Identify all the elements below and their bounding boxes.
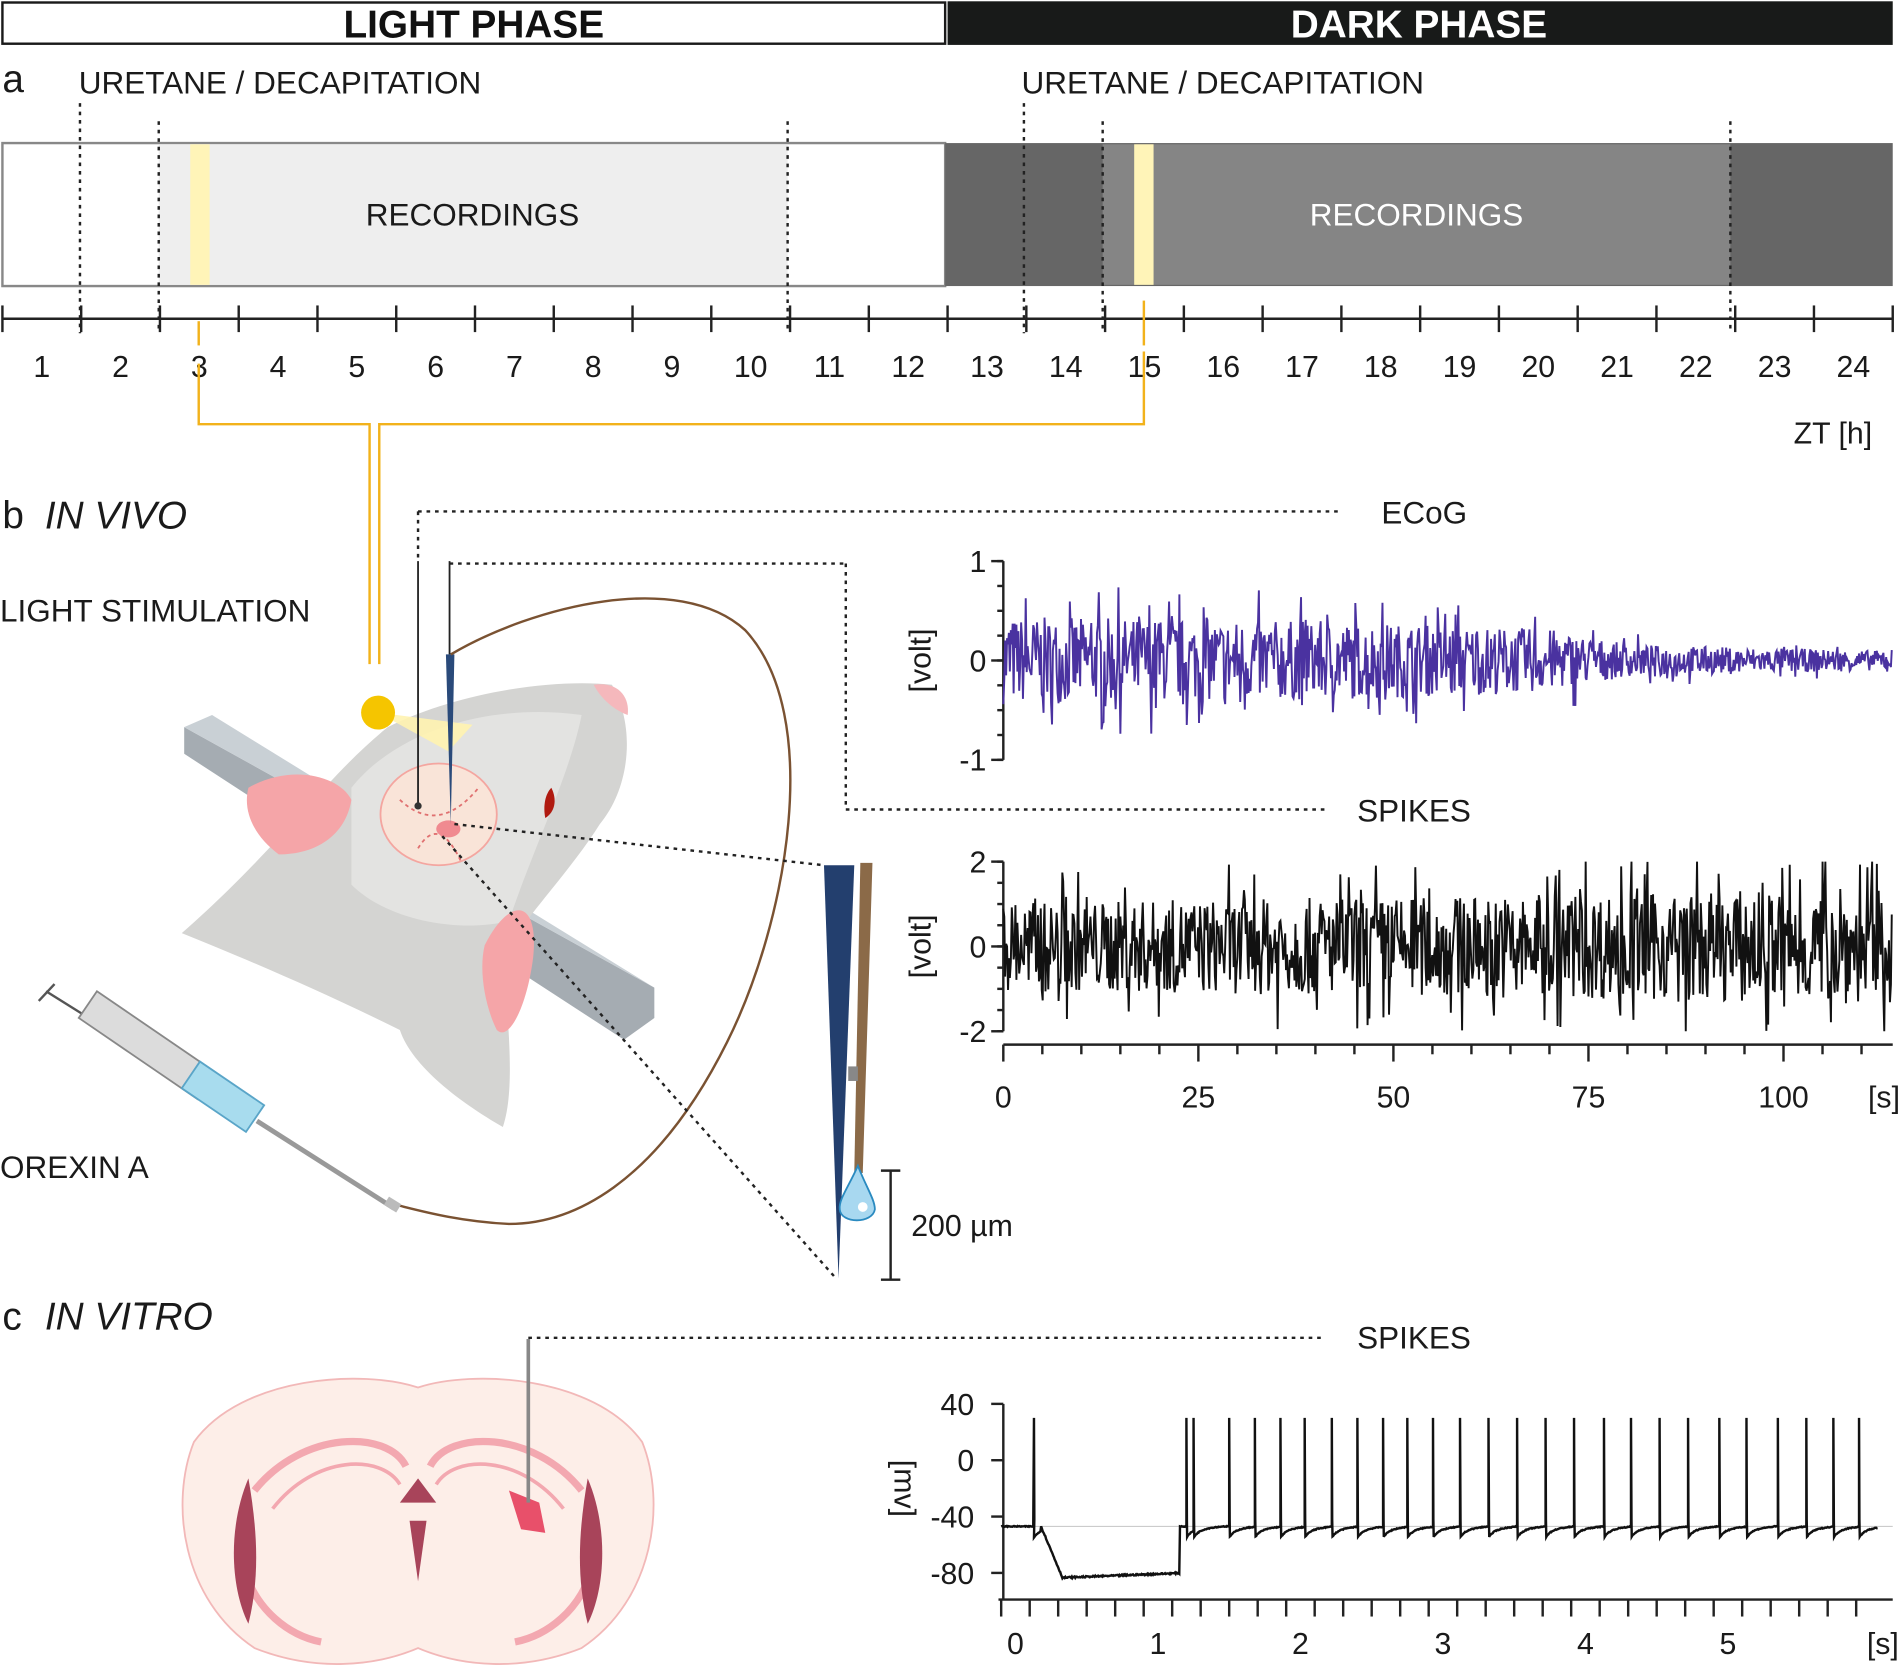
recordings-label-dark: RECORDINGS (1310, 196, 1524, 232)
y-tick-label: -80 (930, 1558, 974, 1591)
zt-tick-label: 17 (1285, 351, 1319, 384)
zt-tick-label: 19 (1443, 351, 1477, 384)
zt-unit: ZT [h] (1794, 418, 1873, 451)
y-tick-label: 2 (970, 847, 987, 880)
electrode-magnified (823, 862, 876, 1279)
panel-c-in-vitro: c IN VITRO SPIKES 40 0 -40 -80 [mv] 0 1 2 3 4 5 [s] (2, 1295, 1899, 1665)
mouse-illustration (181, 561, 792, 1226)
scale-bar: 200 µm (880, 1169, 1013, 1281)
y-tick-label: 0 (970, 931, 987, 964)
y-tick-label: -1 (959, 745, 986, 778)
recording-window-dark (1102, 144, 1731, 285)
uretane-label-dark: URETANE / DECAPITATION (1021, 64, 1424, 100)
panel-a-timeline: a URETANE / DECAPITATION URETANE / DECAP… (1, 58, 1894, 665)
zt-tick-label: 4 (270, 351, 287, 384)
panel-b-title: IN VIVO (45, 494, 187, 537)
x-tick-label: 50 (1377, 1082, 1411, 1115)
recording-electrode (445, 654, 455, 825)
syringe-icon (37, 983, 402, 1213)
phase-header: LIGHT PHASE DARK PHASE (1, 1, 1893, 47)
x-tick-label: 5 (1720, 1628, 1737, 1661)
zt-tick-label: 7 (506, 351, 523, 384)
panel-a-label: a (2, 58, 24, 101)
y-axis-label: [volt] (905, 629, 938, 693)
light-phase-label: LIGHT PHASE (343, 4, 604, 47)
light-stim-marker (1134, 144, 1154, 285)
x-tick-label: 0 (995, 1082, 1012, 1115)
zt-tick-label: 18 (1364, 351, 1398, 384)
panel-c-title: IN VITRO (45, 1295, 213, 1338)
panel-c-label: c (2, 1295, 21, 1338)
zt-tick-label: 1 (33, 351, 50, 384)
x-tick-label: 1 (1150, 1628, 1167, 1661)
cannula-tubing (399, 597, 792, 1226)
uretane-label-light: URETANE / DECAPITATION (79, 64, 482, 100)
y-tick-label: -2 (959, 1016, 986, 1049)
spikes-chart-in-vitro: 40 0 -40 -80 [mv] 0 1 2 3 4 5 [s] (887, 1389, 1899, 1661)
zt-tick-label: 11 (814, 351, 845, 384)
zt-tick-label: 20 (1521, 351, 1555, 384)
zt-tick-label: 21 (1600, 351, 1634, 384)
light-source-icon (361, 695, 396, 730)
x-axis-unit: [s] (1867, 1628, 1899, 1661)
y-tick-label: 1 (970, 546, 987, 579)
zt-tick-label: 12 (891, 351, 925, 384)
orexin-label: OREXIN A (0, 1149, 149, 1185)
y-axis-label: [mv] (887, 1460, 920, 1517)
brain-slice-illustration (181, 1339, 655, 1665)
x-tick-label: 0 (1007, 1628, 1024, 1661)
signal-trace (1002, 587, 1893, 734)
panel-b-in-vivo: b IN VIVO LIGHT STIMULATION OREXIN A (0, 494, 1900, 1281)
x-tick-label: 3 (1435, 1628, 1452, 1661)
zt-tick-label: 9 (663, 351, 680, 384)
light-stimulation-label: LIGHT STIMULATION (0, 593, 310, 629)
zt-tick-label: 23 (1758, 351, 1792, 384)
spikes-title-in-vitro: SPIKES (1357, 1320, 1471, 1356)
y-tick-label: -40 (930, 1501, 974, 1534)
zt-tick-label: 10 (734, 351, 768, 384)
x-tick-label: 25 (1182, 1082, 1216, 1115)
dark-phase-label: DARK PHASE (1291, 4, 1547, 47)
x-tick-label: 2 (1292, 1628, 1309, 1661)
ecog-chart: 1 0 -1 [volt] (905, 546, 1893, 778)
zt-tick-label: 13 (970, 351, 1004, 384)
zt-tick-label: 16 (1206, 351, 1240, 384)
x-tick-label: 100 (1758, 1082, 1809, 1115)
y-tick-label: 0 (957, 1445, 974, 1478)
y-tick-label: 0 (970, 645, 987, 678)
y-tick-label: 40 (941, 1389, 975, 1422)
zt-tick-label: 6 (427, 351, 444, 384)
spikes-chart-in-vivo: 2 0 -2 [volt] 0 25 50 75 100 [s] (905, 847, 1900, 1115)
zt-tick-label: 2 (112, 351, 129, 384)
x-tick-label: 4 (1577, 1628, 1594, 1661)
x-axis-unit: [s] (1868, 1082, 1900, 1115)
panel-b-label: b (2, 494, 24, 537)
zt-tick-label: 22 (1679, 351, 1713, 384)
recording-window-light (158, 144, 788, 285)
zt-tick-label: 14 (1049, 351, 1083, 384)
ecog-title: ECoG (1381, 495, 1467, 531)
spikes-title-in-vivo: SPIKES (1357, 793, 1471, 829)
signal-trace (1002, 861, 1893, 1032)
zt-tick-label: 24 (1837, 351, 1871, 384)
light-stim-bracket (197, 363, 371, 665)
recordings-label-light: RECORDINGS (366, 196, 580, 232)
membrane-potential-trace (1000, 1417, 1878, 1581)
y-axis-label: [volt] (905, 914, 938, 978)
x-tick-label: 75 (1572, 1082, 1606, 1115)
zt-tick-label: 5 (348, 351, 365, 384)
zt-tick-label: 8 (585, 351, 602, 384)
light-stim-marker (190, 144, 210, 285)
scale-bar-label: 200 µm (911, 1210, 1013, 1243)
